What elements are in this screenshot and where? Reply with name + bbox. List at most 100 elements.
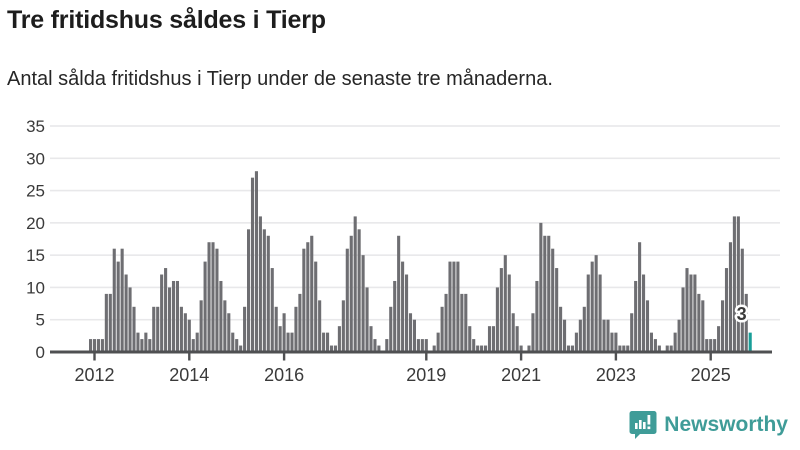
bar[interactable] <box>717 326 721 352</box>
bar[interactable] <box>191 339 195 352</box>
bar[interactable] <box>148 339 152 352</box>
bar[interactable] <box>685 268 689 352</box>
bar[interactable] <box>448 261 452 352</box>
bar[interactable] <box>120 248 124 352</box>
bar[interactable] <box>183 313 187 352</box>
bar[interactable] <box>274 306 278 352</box>
bar[interactable] <box>108 293 112 352</box>
bar[interactable] <box>626 345 630 352</box>
bar[interactable] <box>345 248 349 352</box>
bar[interactable] <box>503 255 507 352</box>
bar[interactable] <box>464 293 468 352</box>
bar[interactable] <box>408 313 413 352</box>
bar[interactable] <box>207 242 211 352</box>
bar[interactable] <box>412 319 416 352</box>
bar[interactable] <box>543 235 547 352</box>
bar[interactable] <box>547 235 551 352</box>
bar[interactable] <box>665 345 669 352</box>
bar[interactable] <box>519 345 523 352</box>
bar[interactable] <box>416 339 420 352</box>
bar[interactable] <box>357 229 361 352</box>
bar[interactable] <box>152 306 156 352</box>
bar[interactable] <box>551 248 555 352</box>
bar[interactable] <box>89 339 93 352</box>
bar[interactable] <box>744 293 748 352</box>
bar[interactable] <box>563 319 567 352</box>
bar[interactable] <box>219 280 223 352</box>
bar[interactable] <box>606 319 610 352</box>
bar[interactable] <box>594 255 598 352</box>
bar[interactable] <box>333 345 337 352</box>
bar[interactable] <box>187 319 191 352</box>
bar[interactable] <box>535 280 539 352</box>
bar[interactable] <box>436 332 440 352</box>
bar[interactable] <box>420 339 424 352</box>
bar[interactable] <box>140 339 144 352</box>
bar[interactable] <box>235 339 239 352</box>
bar[interactable] <box>239 345 243 352</box>
bar[interactable] <box>326 332 330 352</box>
bar[interactable] <box>385 339 389 352</box>
bar[interactable] <box>100 339 104 352</box>
bar[interactable] <box>586 274 590 352</box>
bar[interactable] <box>452 261 456 352</box>
bar[interactable] <box>590 261 594 352</box>
bar[interactable] <box>223 300 227 352</box>
bar[interactable] <box>614 332 618 352</box>
bar[interactable] <box>231 332 235 352</box>
bar[interactable] <box>511 313 515 352</box>
bar[interactable] <box>574 332 578 352</box>
bar[interactable] <box>630 313 634 352</box>
bar[interactable] <box>432 345 436 352</box>
bar[interactable] <box>649 332 653 352</box>
bar[interactable] <box>203 261 207 352</box>
bar[interactable] <box>468 326 472 352</box>
bar[interactable] <box>199 300 203 352</box>
bar[interactable] <box>405 274 409 352</box>
bar[interactable] <box>480 345 484 352</box>
bar[interactable] <box>618 345 622 352</box>
bar[interactable] <box>736 216 740 352</box>
bar[interactable] <box>195 332 199 352</box>
bar[interactable] <box>499 268 503 352</box>
bar[interactable] <box>337 326 341 352</box>
bar[interactable] <box>329 345 334 352</box>
bar[interactable] <box>559 306 563 352</box>
bar[interactable] <box>401 261 405 352</box>
bar[interactable] <box>677 319 681 352</box>
bar[interactable] <box>484 345 488 352</box>
bar[interactable] <box>282 313 286 352</box>
bar[interactable] <box>476 345 480 352</box>
bar[interactable] <box>645 300 650 352</box>
bar[interactable] <box>566 345 571 352</box>
bar[interactable] <box>104 293 108 352</box>
bar[interactable] <box>456 261 460 352</box>
bar[interactable] <box>168 287 172 352</box>
bar[interactable] <box>353 216 357 352</box>
bar[interactable] <box>266 235 270 352</box>
bar[interactable] <box>539 222 543 352</box>
bar[interactable] <box>144 332 148 352</box>
bar[interactable] <box>598 274 602 352</box>
bar[interactable] <box>732 216 736 352</box>
bar[interactable] <box>179 306 183 352</box>
bar[interactable] <box>728 242 732 352</box>
bar[interactable] <box>515 326 519 352</box>
bar[interactable] <box>227 313 231 352</box>
bar[interactable] <box>389 306 393 352</box>
bar[interactable] <box>310 235 314 352</box>
bar[interactable] <box>92 339 97 352</box>
bar[interactable] <box>294 306 298 352</box>
bar[interactable] <box>278 326 282 352</box>
bar[interactable] <box>527 345 531 352</box>
bar[interactable] <box>373 339 377 352</box>
bar[interactable] <box>243 306 247 352</box>
bar[interactable] <box>318 300 322 352</box>
bar[interactable] <box>247 229 251 352</box>
bar[interactable] <box>681 287 685 352</box>
bar[interactable] <box>160 274 164 352</box>
bar[interactable] <box>314 261 318 352</box>
bar[interactable] <box>175 280 179 352</box>
bar[interactable] <box>721 300 725 352</box>
bar[interactable] <box>286 332 290 352</box>
